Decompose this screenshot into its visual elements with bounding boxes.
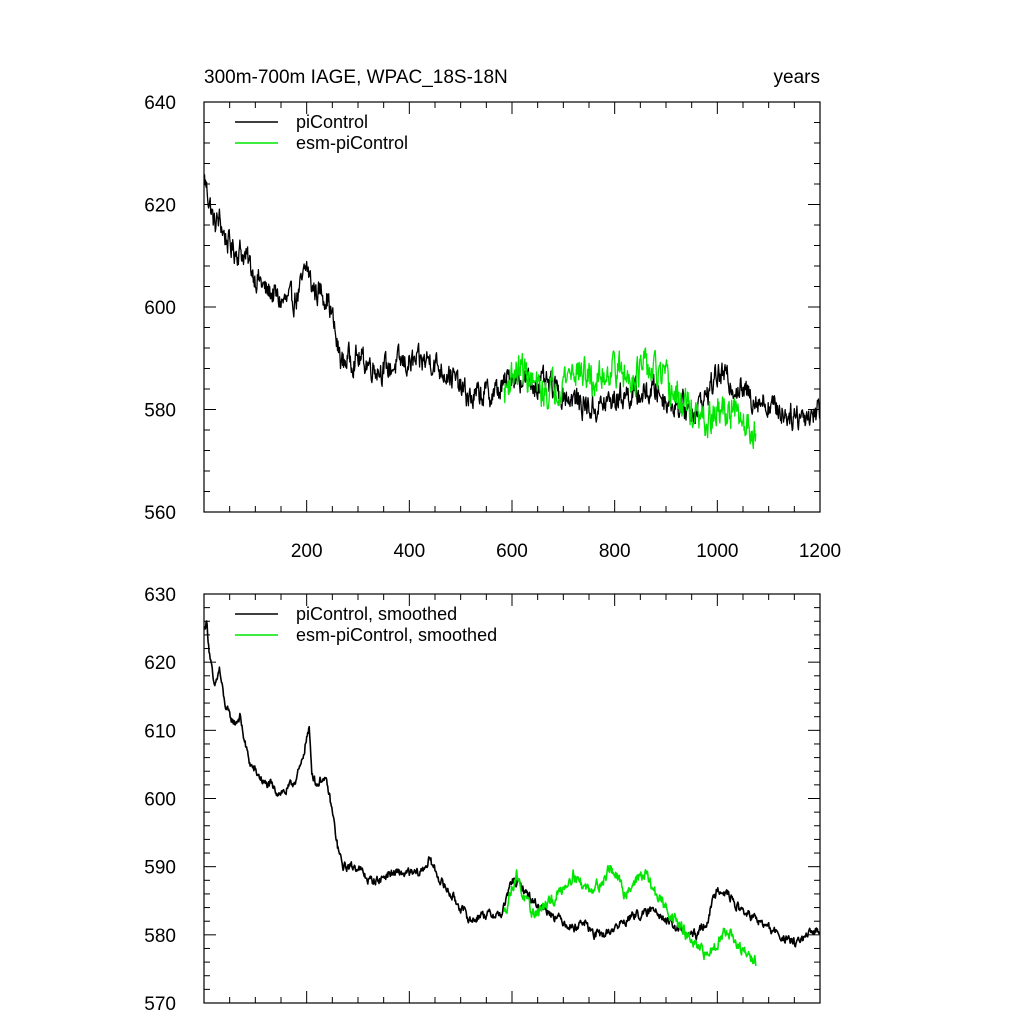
y-tick-label: 580: [144, 926, 176, 947]
legend-label: piControl: [296, 112, 368, 132]
series-line-picontrol-smoothed: [203, 620, 821, 948]
series-line-esm-picontrol: [503, 347, 757, 450]
y-tick-label: 620: [144, 196, 176, 217]
x-tick-label: 1000: [696, 541, 738, 562]
y-tick-label: 630: [144, 585, 176, 606]
series-line-esm-picontrol-smoothed: [503, 864, 757, 966]
y-tick-label: 600: [144, 298, 176, 319]
x-tick-label: 1200: [799, 541, 841, 562]
y-tick-label: 590: [144, 858, 176, 879]
x-tick-label: 400: [393, 541, 425, 562]
y-tick-label: 640: [144, 93, 176, 114]
x-tick-label: 800: [599, 541, 631, 562]
top-chart-panel: 300m-700m IAGE, WPAC_18S-18N years 200 40…: [144, 67, 841, 562]
chart-title: 300m-700m IAGE, WPAC_18S-18N: [204, 67, 508, 88]
y-tick-label: 560: [144, 503, 176, 524]
y-tick-label: 620: [144, 653, 176, 674]
y-tick-label: 570: [144, 994, 176, 1015]
x-tick-label: 200: [291, 541, 323, 562]
legend-label: esm-piControl, smoothed: [296, 625, 497, 645]
x-tick-label: 600: [496, 541, 528, 562]
series-line-picontrol: [203, 174, 821, 432]
y-tick-label: 610: [144, 721, 176, 742]
chart-title-right: years: [774, 67, 820, 88]
legend-label: piControl, smoothed: [296, 604, 457, 624]
y-tick-label: 600: [144, 790, 176, 811]
bottom-chart-panel: 570 580 590 600 610 620 630 piControl, smoothed…: [144, 585, 821, 1015]
y-tick-label: 580: [144, 401, 176, 422]
plot-frame: [203, 593, 821, 1004]
legend-label: esm-piControl: [296, 133, 408, 153]
